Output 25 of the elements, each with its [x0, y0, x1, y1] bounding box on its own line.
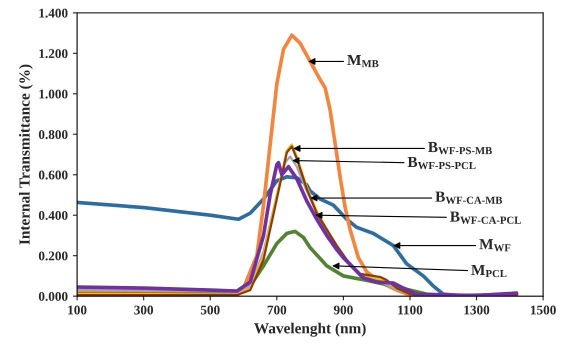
x-axis-title: Wavelenght (nm) — [254, 322, 366, 337]
x-tick-label: 500 — [200, 306, 220, 314]
annotation: B$_{WF‐CA‐PCL}$ — [450, 212, 521, 224]
annotation: B$_{WF‐PS‐MB}$ — [428, 142, 492, 154]
y-tick-label: 0.200 — [38, 251, 68, 260]
annotation: M$_{PCL}$ — [471, 264, 506, 278]
annotation: M$_{WF}$ — [479, 239, 510, 252]
x-tick-label: 1500 — [530, 306, 556, 314]
annotation: M$_{MB}$ — [347, 55, 378, 68]
x-tick-label: 100 — [68, 306, 86, 314]
x-tick-label: 700 — [268, 306, 286, 314]
annotation: B$_{WF‐PS‐PCL}$ — [408, 156, 476, 170]
y-tick-label: 1.200 — [39, 49, 68, 58]
y-tick-label: 0.600 — [38, 170, 68, 180]
x-tick-label: 300 — [134, 306, 154, 314]
y-tick-label: 0.800 — [38, 130, 68, 140]
x-tick-label: 900 — [334, 306, 353, 314]
x-tick-label: 1300 — [464, 306, 490, 314]
y-tick-label: 0.000 — [38, 292, 68, 301]
y-tick-label: 0.400 — [38, 211, 68, 220]
y-tick-label: 1.400 — [39, 8, 68, 18]
y-tick-label: 1.000 — [39, 90, 68, 99]
x-tick-label: 1100 — [398, 306, 422, 314]
y-axis-title: Internal Transmittance (%) — [18, 64, 33, 245]
annotation: B$_{WF‐CA‐MB}$ — [435, 192, 502, 204]
